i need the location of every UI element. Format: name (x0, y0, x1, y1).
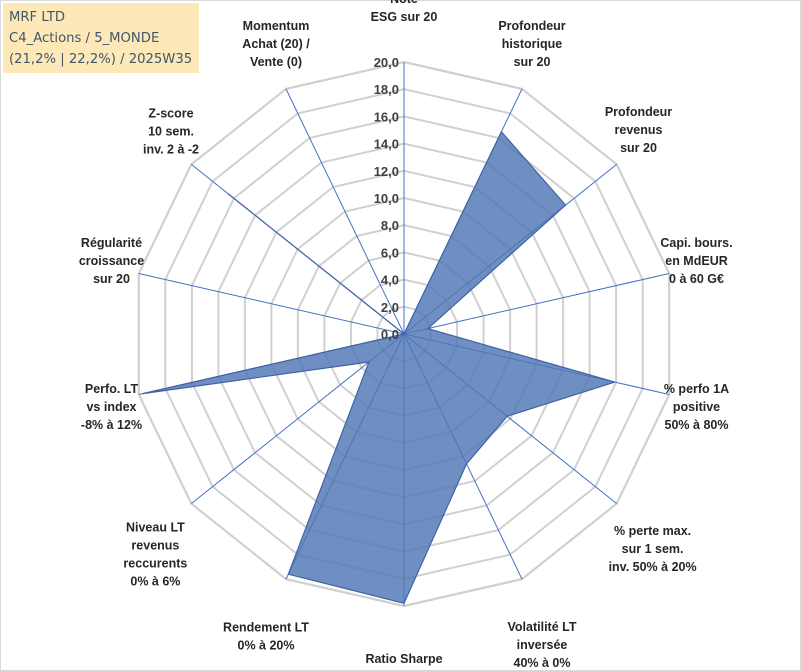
axis-label-line: 0 à 60 G€ (669, 272, 724, 286)
axis-label-line: Profondeur (605, 105, 672, 119)
axis-label: % perte max. sur 1 sem. inv. 50% à 20% (609, 524, 697, 574)
axis-label-line: Momentum (243, 19, 310, 33)
tick-label: 14,0 (374, 137, 399, 152)
axis-label-line: Vente (0) (250, 55, 302, 69)
axis-label-line: -8% à 12% (81, 418, 142, 432)
tick-label: 18,0 (374, 82, 399, 97)
axis-label-line: % perfo 1A (664, 382, 729, 396)
axis-label: Capi. bours. en MdEUR 0 à 60 G€ (660, 236, 732, 286)
axis-spoke (403, 273, 670, 335)
radar-series (142, 131, 616, 604)
axis-label-line: inversée (517, 638, 568, 652)
series-area (142, 131, 616, 604)
axis-spoke (138, 273, 405, 335)
axis-label-line: sur 20 (620, 141, 657, 155)
axis-label-line: 40% à 0% (514, 656, 571, 670)
axis-label: Rendement LT 0% à 20% (223, 621, 309, 653)
axis-label-line: Capi. bours. (660, 236, 732, 250)
axis-label: Profondeur revenus sur 20 (605, 105, 672, 155)
axis-label-line: % perte max. (614, 524, 691, 538)
axis-label-line: 0% à 20% (238, 639, 295, 653)
axis-label-line: Perfo. LT (85, 382, 139, 396)
axis-label: Volatilité LT inversée 40% à 0% (508, 620, 577, 670)
axis-label: Régularité croissance sur 20 (79, 236, 144, 286)
axis-label-line: revenus (615, 123, 663, 137)
tick-label: 12,0 (374, 164, 399, 179)
axis-label-line: reccurents (123, 557, 187, 571)
axis-label: Momentum Achat (20) / Vente (0) (242, 19, 310, 69)
tick-label: 8,0 (381, 218, 399, 233)
radar-tick-labels: 0,0 2,0 4,0 6,0 8,0 10,0 12,0 14,0 16,0 18,0 20,0 (374, 55, 399, 342)
axis-label-line: 0% à 6% (130, 575, 180, 589)
axis-label: Perfo. LT vs index -8% à 12% (81, 382, 142, 432)
axis-label-line: ESG sur 20 (371, 10, 438, 24)
tick-label: 20,0 (374, 55, 399, 70)
axis-spoke (285, 88, 405, 335)
tick-label: 10,0 (374, 191, 399, 206)
axis-label-line: inv. 50% à 20% (609, 560, 697, 574)
axis-label-line: sur 20 (93, 272, 130, 286)
axis-label-line: 10 sem. (148, 124, 194, 138)
axis-label-line: inv. 2 à -2 (143, 142, 199, 156)
ratio-period: (21,2% | 22,2%) / 2025W35 (9, 52, 193, 67)
axis-label-line: Régularité (81, 236, 142, 250)
axis-label-line: sur 1 sem. (622, 542, 684, 556)
axis-label-line: Volatilité LT (508, 620, 577, 634)
axis-label-line: Note (390, 0, 418, 6)
category-path: C4_Actions / 5_MONDE (9, 31, 160, 46)
axis-label-line: Rendement LT (223, 621, 309, 635)
axis-label-line: positive (673, 400, 720, 414)
axis-label-line: sur 20 (514, 55, 551, 69)
axis-label: Profondeur historique sur 20 (498, 19, 565, 69)
tick-label: 2,0 (381, 300, 399, 315)
chart-info-box: MRF LTD C4_Actions / 5_MONDE (21,2% | 22… (3, 3, 199, 73)
axis-label-line: vs index (86, 400, 136, 414)
axis-label: Niveau LT revenus reccurents 0% à 6% (123, 521, 187, 589)
axis-label-line: 50% à 80% (665, 418, 729, 432)
axis-label: Z-score 10 sem. inv. 2 à -2 (143, 106, 199, 156)
axis-label-line: historique (502, 37, 562, 51)
axis-label-line: Z-score (148, 106, 193, 120)
axis-label-line: croissance (79, 254, 144, 268)
axis-label-line: Profondeur (498, 19, 565, 33)
tick-label: 0,0 (381, 327, 399, 342)
axis-label-line: revenus (131, 539, 179, 553)
axis-label-line: Ratio Sharpe (365, 652, 442, 666)
radar-axis-labels: Note ESG sur 20 Profondeur historique sur 20… (79, 0, 733, 671)
axis-label: Ratio Sharpe0 à 1 (365, 652, 442, 671)
tick-label: 16,0 (374, 109, 399, 124)
axis-label-line: en MdEUR (665, 254, 728, 268)
tick-label: 6,0 (381, 245, 399, 260)
tick-label: 4,0 (381, 273, 399, 288)
axis-label: % perfo 1A positive 50% à 80% (664, 382, 729, 432)
axis-label-line: Niveau LT (126, 521, 185, 535)
company-name: MRF LTD (9, 10, 66, 25)
axis-label: Note ESG sur 20 (371, 0, 438, 24)
axis-label-line: Achat (20) / (242, 37, 310, 51)
